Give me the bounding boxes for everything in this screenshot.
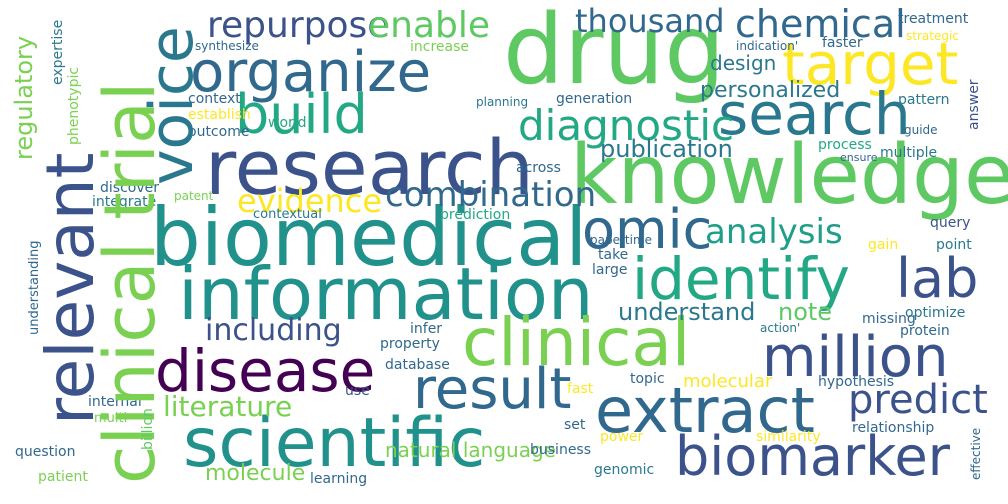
word-multiple: multiple xyxy=(880,145,938,161)
word-treatment: treatment xyxy=(898,11,969,27)
word-analysis: analysis xyxy=(705,212,843,252)
word-internal: internal xyxy=(88,394,142,410)
word-planning: planning xyxy=(476,95,529,109)
word-chemical: chemical xyxy=(735,2,906,46)
word-power: power xyxy=(600,429,644,445)
word-scientific: scientific xyxy=(183,404,486,483)
word-extract: extract xyxy=(595,374,815,447)
word-property: property xyxy=(380,336,440,352)
word-repurpose: repurpose xyxy=(207,5,390,46)
word-combination: combination xyxy=(385,175,597,215)
word-design: design xyxy=(710,51,777,75)
word-patient: patient xyxy=(38,469,88,485)
word-query: query xyxy=(930,215,971,231)
word-information: information xyxy=(178,252,594,336)
word-lab: lab xyxy=(896,247,979,310)
word-missing: missing xyxy=(862,311,916,327)
word-organize: organize xyxy=(190,40,432,105)
word-knowledge: knowledge xyxy=(570,128,1008,223)
word-enable: enable xyxy=(368,5,491,46)
word-build: build xyxy=(235,83,368,146)
word-publication: publication xyxy=(600,135,733,163)
word-action: action' xyxy=(760,321,801,335)
word-multi: multi xyxy=(94,411,128,426)
word-identify: identify xyxy=(632,245,850,313)
word-clinical: clinical xyxy=(462,304,691,381)
word-context: context xyxy=(188,91,241,107)
word-literature: literature xyxy=(163,390,293,423)
word-fast: fast xyxy=(567,381,594,397)
word-prediction: prediction xyxy=(440,207,511,223)
word-world: world xyxy=(268,115,307,131)
word-similarity: similarity xyxy=(756,429,821,445)
word-diagnostic: diagnostic xyxy=(518,101,735,150)
word-topic: topic xyxy=(630,371,665,387)
word-faster: faster xyxy=(822,35,863,51)
word-natural-language: natural language xyxy=(385,438,556,462)
word-phenotypic: phenotypic xyxy=(66,66,82,145)
word-guide: guide xyxy=(904,123,938,137)
word-thousand: thousand xyxy=(575,2,725,40)
word-contextual: contextual xyxy=(253,207,322,222)
word-understanding: understanding xyxy=(27,240,42,335)
word-expertise: expertise xyxy=(50,19,66,85)
word-relationship: relationship xyxy=(852,420,935,436)
word-outcome: outcome xyxy=(188,124,250,140)
word-question: question xyxy=(15,444,76,460)
word-integrate: integrate xyxy=(92,194,157,210)
word-database: database xyxy=(385,357,450,373)
word-target: target xyxy=(782,30,959,98)
word-establish: establish xyxy=(188,107,251,123)
word-take: take xyxy=(598,247,629,263)
word-point: point xyxy=(936,237,972,253)
word-patent: patent xyxy=(174,189,214,203)
word-across: across xyxy=(516,160,561,176)
word-business: business xyxy=(530,442,592,458)
word-infer: infer xyxy=(410,321,443,337)
word-million: million xyxy=(762,325,949,390)
word-personalized: personalized xyxy=(700,78,841,103)
word-result: result xyxy=(413,357,572,422)
word-pattern: pattern xyxy=(898,92,950,108)
word-hypothesis: hypothesis xyxy=(818,374,895,390)
word-genomic: genomic xyxy=(594,462,655,478)
word-strategic: strategic xyxy=(906,29,959,43)
word-discover: discover xyxy=(100,180,159,196)
word-understand: understand xyxy=(618,298,756,326)
word-protein: protein xyxy=(900,323,950,339)
word-relevant: relevant xyxy=(32,152,109,425)
word-generation: generation xyxy=(556,91,633,107)
word-synthesize: synthesize xyxy=(195,39,259,53)
word-use: use xyxy=(345,383,370,399)
word-biomarker: biomarker xyxy=(675,425,950,488)
word-drug: drug xyxy=(503,0,726,106)
word-biomedical: biomedical xyxy=(150,191,588,284)
word-omic: omic xyxy=(582,198,713,261)
word-set: set xyxy=(564,417,586,433)
word-search: search xyxy=(718,80,911,148)
word-indication: indication' xyxy=(736,39,799,53)
word-process: process xyxy=(818,137,872,153)
word-billion: billion xyxy=(140,408,156,450)
word-gain: gain xyxy=(868,237,899,253)
word-papertime: papertime xyxy=(590,233,653,247)
word-answer: answer xyxy=(966,79,982,130)
word-research: research xyxy=(205,123,534,212)
word-molecular: molecular xyxy=(683,371,773,392)
word-including: including xyxy=(205,313,342,348)
word-large: large xyxy=(592,262,628,278)
word-optimize: optimize xyxy=(905,305,966,321)
word-effective: effective xyxy=(969,427,983,480)
word-learning: learning xyxy=(310,471,368,487)
word-predict: predict xyxy=(848,377,988,423)
word-molecule: molecule xyxy=(205,461,306,486)
word-note: note xyxy=(778,298,833,326)
word-disease: disease xyxy=(155,337,376,405)
word-voice: voice xyxy=(137,26,207,185)
word-ensure: ensure xyxy=(840,151,878,164)
word-evidence: evidence xyxy=(237,182,383,220)
word-increase: increase xyxy=(410,39,470,55)
word-regulatory: regulatory xyxy=(10,35,38,160)
